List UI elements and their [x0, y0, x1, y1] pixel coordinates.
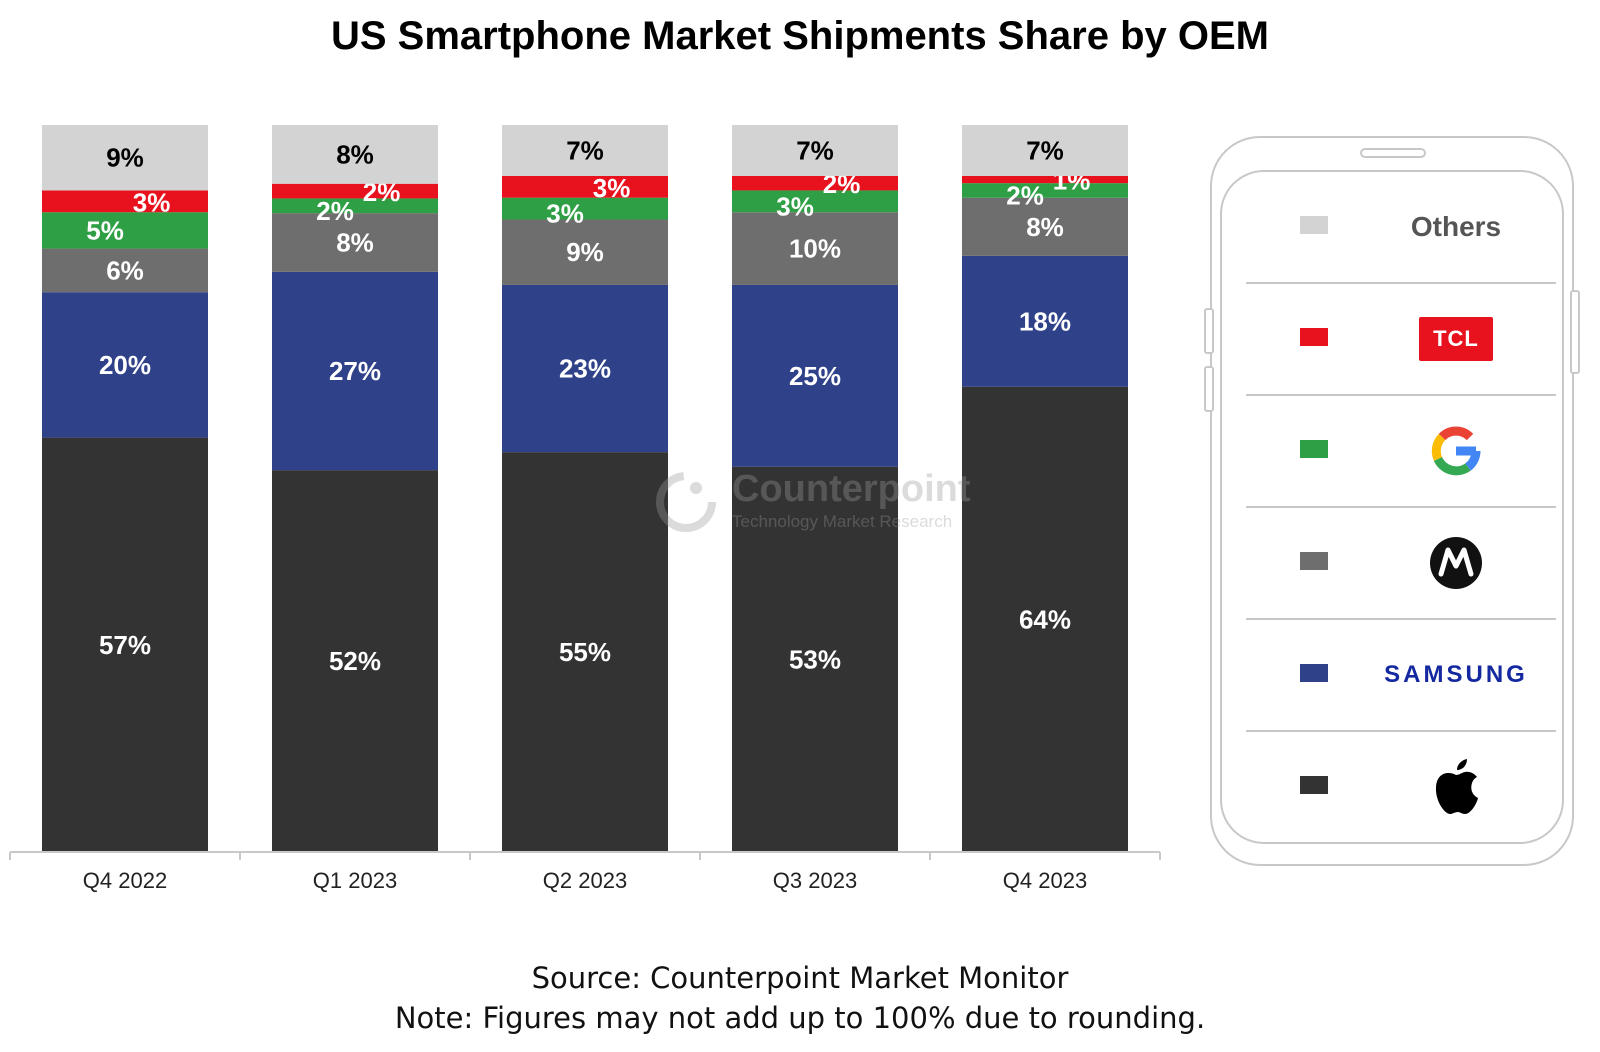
- legend-label-others: Others: [1410, 211, 1502, 242]
- data-label-tcl-q4-2022: 3%: [133, 187, 171, 217]
- phone-screen: Others TCL: [1220, 170, 1564, 844]
- legend-phone-frame: Others TCL: [1204, 136, 1580, 866]
- data-label-google-q1-2023: 2%: [316, 196, 354, 226]
- rounding-note: Note: Figures may not add up to 100% due…: [394, 1001, 1206, 1035]
- data-label-motorola-q4-2023: 8%: [1026, 212, 1064, 242]
- samsung-logo: SAMSUNG: [1384, 661, 1528, 688]
- legend-item-others: Others: [1246, 172, 1556, 284]
- x-tick-label: Q4 2022: [83, 868, 167, 893]
- legend-item-samsung: SAMSUNG: [1246, 620, 1556, 732]
- data-label-google-q4-2022: 5%: [86, 215, 124, 245]
- legend-item-tcl: TCL: [1246, 284, 1556, 396]
- bar-segment-others-q2-2023: [502, 125, 668, 176]
- bar-segment-tcl-q3-2023: [732, 175, 898, 191]
- data-label-motorola-q2-2023: 9%: [566, 237, 604, 267]
- data-label-apple-q2-2023: 55%: [559, 637, 611, 667]
- legend-item-motorola: [1246, 508, 1556, 620]
- legend-swatch-samsung: [1300, 664, 1328, 682]
- bar-segment-google-q1-2023: [272, 198, 438, 214]
- bar-segment-apple-q4-2022: [42, 437, 208, 852]
- counterpoint-watermark: Counterpoint Technology Market Research: [652, 468, 982, 538]
- bar-segment-apple-q4-2023: [962, 386, 1128, 852]
- data-label-others-q4-2023: 7%: [1026, 135, 1064, 165]
- bar-segment-google-q3-2023: [732, 190, 898, 213]
- phone-speaker: [1360, 148, 1426, 158]
- legend-item-google: [1246, 396, 1556, 508]
- bar-segment-tcl-q2-2023: [502, 175, 668, 198]
- bar-segment-tcl-q1-2023: [272, 183, 438, 199]
- google-logo-icon: [1431, 426, 1481, 476]
- data-label-apple-q4-2022: 57%: [99, 630, 151, 660]
- data-label-motorola-q1-2023: 8%: [336, 227, 374, 257]
- data-label-apple-q1-2023: 52%: [329, 646, 381, 676]
- legend-swatch-others: [1300, 216, 1328, 234]
- bar-segment-motorola-q4-2022: [42, 248, 208, 293]
- data-label-others-q2-2023: 7%: [566, 135, 604, 165]
- legend-swatch-apple: [1300, 776, 1328, 794]
- bar-segment-samsung-q3-2023: [732, 284, 898, 467]
- bar-segment-google-q4-2022: [42, 212, 208, 249]
- motorola-logo-icon: [1430, 537, 1482, 589]
- data-label-others-q1-2023: 8%: [336, 139, 374, 169]
- bars-layer: 57%20%6%5%3%9%52%27%8%2%2%8%55%23%9%3%3%…: [42, 125, 1128, 852]
- bar-segment-samsung-q4-2023: [962, 255, 1128, 387]
- x-tick-label: Q4 2023: [1003, 868, 1087, 893]
- x-axis: Q4 2022 Q1 2023 Q2 2023 Q3 2023 Q4 2023: [9, 851, 1161, 893]
- bar-segment-others-q1-2023: [272, 125, 438, 184]
- bar-segment-motorola-q3-2023: [732, 212, 898, 285]
- bar-segment-google-q4-2023: [962, 183, 1128, 198]
- bar-segment-others-q4-2023: [962, 125, 1128, 176]
- data-label-google-q3-2023: 3%: [776, 191, 814, 221]
- bar-segment-apple-q2-2023: [502, 452, 668, 852]
- data-label-others-q4-2022: 9%: [106, 143, 144, 173]
- data-label-google-q2-2023: 3%: [546, 199, 584, 229]
- data-label-samsung-q3-2023: 25%: [789, 361, 841, 391]
- x-tick-label: Q1 2023: [313, 868, 397, 893]
- phone-side-button: [1204, 308, 1214, 354]
- bar-segment-samsung-q2-2023: [502, 284, 668, 453]
- bar-segment-apple-q1-2023: [272, 470, 438, 852]
- source-line: Source: Counterpoint Market Monitor: [531, 961, 1069, 995]
- watermark-name: Counterpoint: [732, 468, 971, 510]
- bar-segment-motorola-q2-2023: [502, 219, 668, 285]
- bar-segment-tcl-q4-2022: [42, 190, 208, 213]
- legend-swatch-motorola: [1300, 552, 1328, 570]
- bar-segment-samsung-q1-2023: [272, 271, 438, 471]
- bar-segment-others-q3-2023: [732, 125, 898, 176]
- data-label-motorola-q3-2023: 10%: [789, 234, 841, 264]
- chart-title: US Smartphone Market Shipments Share by …: [331, 14, 1269, 58]
- counterpoint-logo-icon: [656, 472, 716, 532]
- legend-item-apple: [1246, 732, 1556, 844]
- bar-segment-google-q2-2023: [502, 197, 668, 220]
- phone-side-button: [1204, 366, 1214, 412]
- watermark-tagline: Technology Market Research: [732, 512, 953, 531]
- apple-logo-icon: [1435, 759, 1478, 815]
- x-tick-label: Q2 2023: [543, 868, 627, 893]
- bar-segment-apple-q3-2023: [732, 466, 898, 852]
- bar-segment-motorola-q4-2023: [962, 197, 1128, 256]
- tcl-logo: TCL: [1419, 317, 1493, 361]
- data-label-motorola-q4-2022: 6%: [106, 255, 144, 285]
- x-tick-label: Q3 2023: [773, 868, 857, 893]
- data-label-samsung-q2-2023: 23%: [559, 354, 611, 384]
- data-label-tcl-q2-2023: 3%: [593, 173, 631, 203]
- data-label-samsung-q4-2023: 18%: [1019, 306, 1071, 336]
- data-label-apple-q3-2023: 53%: [789, 644, 841, 674]
- data-label-others-q3-2023: 7%: [796, 135, 834, 165]
- bar-segment-samsung-q4-2022: [42, 292, 208, 438]
- data-label-samsung-q4-2022: 20%: [99, 350, 151, 380]
- data-label-google-q4-2023: 2%: [1006, 180, 1044, 210]
- legend-swatch-google: [1300, 440, 1328, 458]
- source-note: Source: Counterpoint Market Monitor Note…: [0, 958, 1600, 1038]
- phone-side-button: [1570, 290, 1580, 374]
- bar-segment-tcl-q4-2023: [962, 175, 1128, 184]
- legend-swatch-tcl: [1300, 328, 1328, 346]
- data-label-samsung-q1-2023: 27%: [329, 356, 381, 386]
- bar-segment-motorola-q1-2023: [272, 213, 438, 272]
- bar-segment-others-q4-2022: [42, 125, 208, 191]
- data-label-apple-q4-2023: 64%: [1019, 604, 1071, 634]
